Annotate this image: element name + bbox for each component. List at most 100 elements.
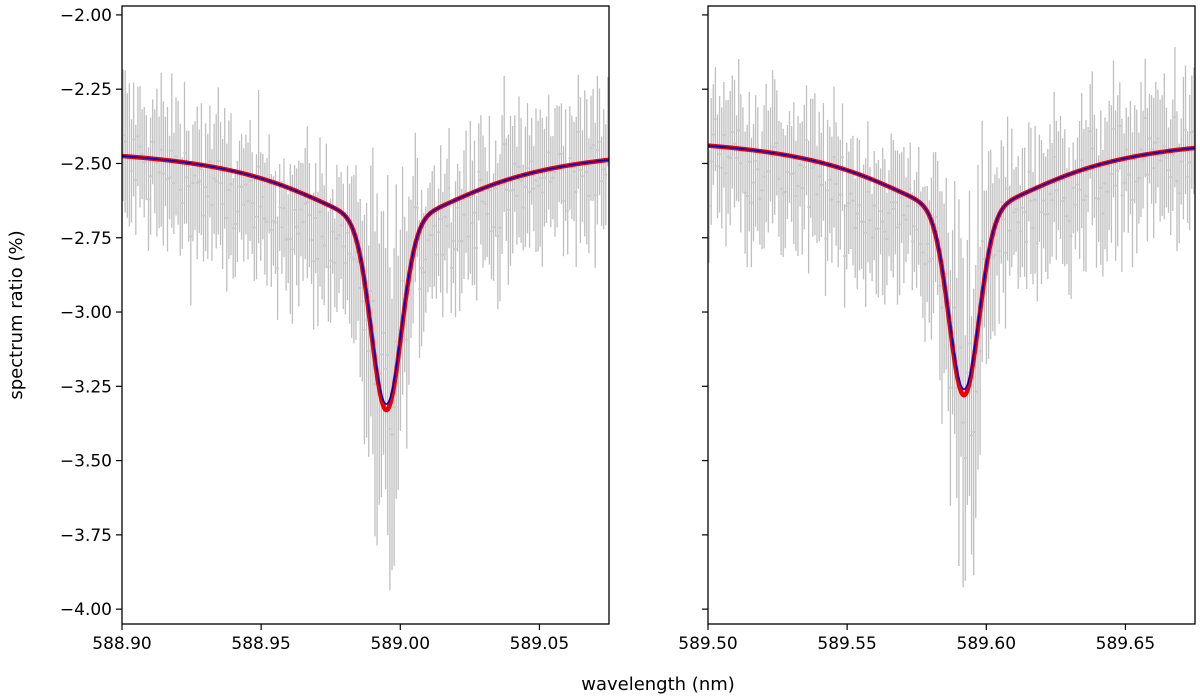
data-point — [1184, 128, 1187, 132]
data-point — [1171, 153, 1175, 157]
data-point — [1097, 197, 1100, 200]
data-point — [248, 179, 252, 182]
data-point — [147, 197, 150, 201]
data-point — [1014, 208, 1018, 211]
data-point — [392, 405, 396, 409]
data-point — [1152, 166, 1155, 170]
data-point — [1112, 127, 1115, 131]
data-point — [265, 220, 269, 224]
data-point — [166, 177, 169, 181]
data-point — [1169, 175, 1172, 179]
data-point — [913, 224, 916, 228]
data-point — [1105, 190, 1109, 193]
data-point — [843, 254, 846, 258]
data-point — [887, 211, 891, 215]
data-point — [134, 178, 138, 182]
data-point — [1186, 175, 1189, 179]
data-point — [284, 238, 288, 241]
data-point — [443, 215, 447, 219]
data-point — [557, 152, 561, 156]
model-curve-blue — [122, 155, 609, 405]
data-point — [314, 216, 318, 220]
data-point — [240, 185, 243, 188]
data-point — [870, 236, 874, 239]
data-point — [577, 130, 580, 134]
data-point — [1150, 148, 1153, 151]
data-point — [373, 382, 377, 386]
data-point — [1071, 186, 1075, 190]
data-point — [348, 252, 351, 255]
data-point — [483, 202, 487, 206]
data-point — [758, 197, 762, 200]
data-point — [367, 349, 371, 353]
data-point — [422, 271, 426, 274]
data-point — [515, 194, 519, 198]
data-point — [210, 203, 214, 207]
data-point — [206, 195, 210, 198]
data-point — [739, 162, 743, 165]
data-point — [1118, 124, 1122, 128]
data-point — [1031, 226, 1035, 230]
data-point — [866, 190, 870, 194]
data-point — [437, 230, 440, 234]
data-point — [1116, 169, 1119, 173]
data-point — [902, 213, 906, 217]
data-point — [735, 156, 738, 160]
data-point — [915, 228, 918, 232]
data-point — [885, 237, 889, 241]
data-point — [896, 226, 899, 229]
data-point — [231, 227, 235, 230]
x-tick-label: 589.05 — [510, 634, 569, 654]
y-tick-label: −4.00 — [60, 600, 112, 620]
data-point — [193, 174, 197, 177]
data-point — [172, 182, 176, 185]
data-point — [767, 170, 770, 173]
data-point — [282, 206, 286, 210]
data-point — [841, 155, 844, 159]
data-point — [441, 253, 445, 256]
data-point — [346, 231, 349, 235]
data-point — [212, 177, 216, 181]
data-point — [1101, 212, 1105, 215]
data-point — [936, 226, 939, 230]
data-point — [589, 146, 593, 150]
data-point — [877, 227, 880, 230]
data-point — [798, 163, 802, 167]
x-tick-label: 588.90 — [92, 634, 151, 654]
data-point — [183, 151, 186, 155]
data-point — [462, 213, 466, 216]
y-tick-label: −2.00 — [60, 6, 112, 26]
data-point — [983, 257, 986, 261]
data-point — [1082, 198, 1086, 202]
data-point — [524, 185, 527, 189]
x-axis-label: wavelength (nm) — [581, 674, 735, 695]
data-point — [771, 145, 774, 149]
data-point — [181, 201, 184, 205]
data-point — [752, 181, 755, 184]
data-point — [551, 176, 555, 179]
data-point — [532, 187, 536, 190]
data-point — [458, 239, 462, 243]
data-point — [521, 206, 525, 209]
data-point — [339, 224, 343, 227]
data-point — [978, 349, 982, 353]
data-point — [1114, 184, 1117, 187]
data-point — [591, 143, 595, 147]
data-point — [949, 386, 952, 390]
data-point — [917, 204, 920, 208]
data-point — [860, 220, 863, 223]
data-point — [1080, 159, 1083, 162]
data-point — [1027, 170, 1031, 174]
data-point — [1006, 187, 1009, 190]
data-point — [1016, 221, 1020, 224]
data-point — [229, 183, 233, 186]
data-point — [894, 201, 897, 204]
data-point — [832, 155, 836, 159]
data-point — [790, 172, 793, 176]
data-point — [502, 142, 506, 146]
data-point — [452, 239, 455, 243]
data-point — [221, 202, 224, 206]
data-point — [760, 189, 764, 192]
data-point — [775, 141, 779, 145]
x-tick-label: 589.60 — [957, 634, 1016, 654]
